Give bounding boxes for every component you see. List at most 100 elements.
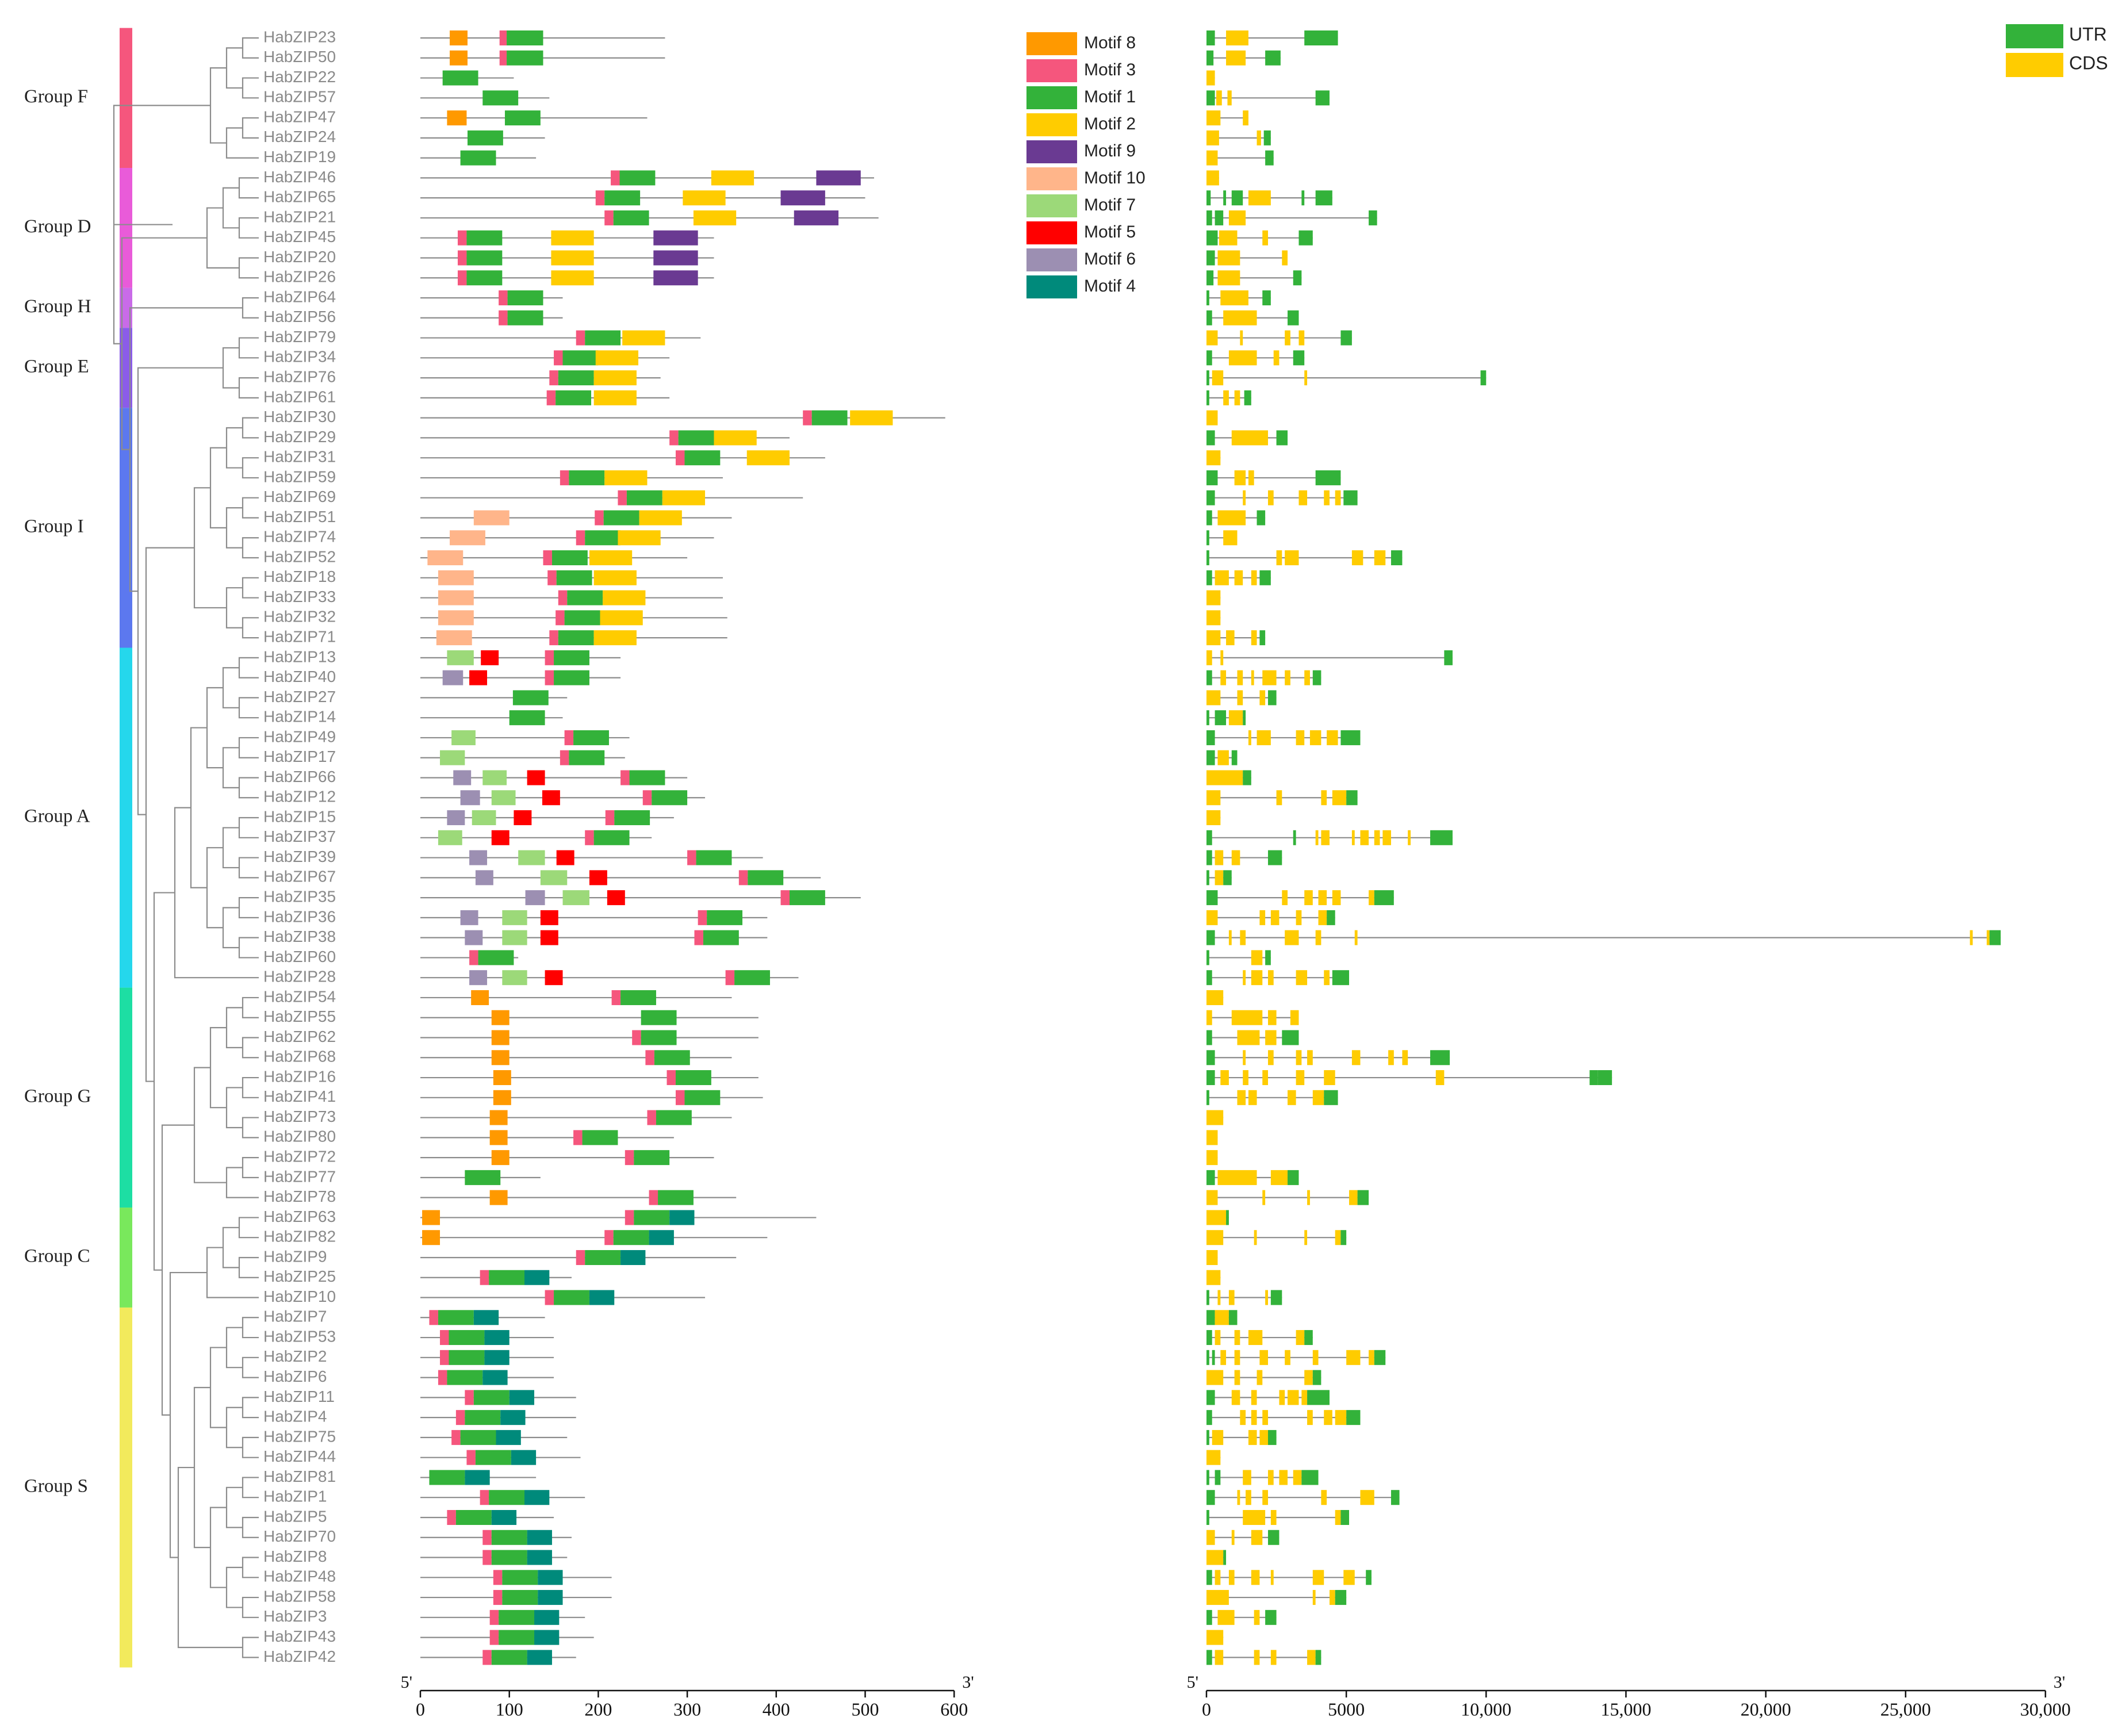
tree-branch [222, 747, 239, 788]
tree-branch [206, 207, 223, 269]
cds-block [1402, 1050, 1408, 1066]
utr-block [1206, 1470, 1209, 1485]
motif-3-box [645, 1050, 654, 1066]
utr-block [1206, 270, 1214, 286]
motif-2-box [551, 250, 594, 266]
motif-1-box [703, 930, 739, 945]
cds-block [1206, 1590, 1229, 1605]
gene-label: HabZIP14 [263, 708, 336, 726]
cds-block [1228, 350, 1257, 366]
utr-block [1206, 1070, 1215, 1086]
cds-block [1223, 390, 1229, 405]
phylogenetic-tree [113, 37, 259, 1658]
motif-1-box [460, 150, 496, 166]
cds-block [1215, 1330, 1221, 1346]
axis-end-label: 3' [2054, 1673, 2065, 1692]
utr-block [1206, 1090, 1209, 1105]
tree-branch [222, 347, 239, 389]
tree-branch [145, 547, 194, 1082]
cds-block [1270, 1509, 1277, 1525]
cds-block [1243, 1509, 1266, 1525]
cds-block [1206, 1150, 1218, 1166]
gene-label: HabZIP79 [263, 328, 336, 346]
gene-label: HabZIP23 [263, 28, 336, 45]
motif-1-box [614, 810, 650, 826]
utr-block [1340, 1230, 1347, 1246]
utr-block [1206, 90, 1215, 106]
motif-1-box [634, 1150, 670, 1166]
gene-label: HabZIP80 [263, 1128, 336, 1145]
motif-5-box [607, 890, 625, 906]
motif-3-box [545, 1290, 554, 1305]
group-label: Group A [24, 806, 90, 827]
motif-1-box [569, 750, 605, 765]
group-bar [120, 647, 132, 988]
utr-block [1327, 910, 1335, 925]
cds-block [1237, 690, 1243, 706]
utr-block [1215, 210, 1224, 225]
axis-tick-label: 100 [496, 1699, 523, 1719]
cds-block [1374, 830, 1380, 845]
motif-2-box [693, 210, 737, 225]
cds-block [1240, 930, 1246, 945]
motif-5-box [481, 650, 499, 665]
cds-block [1318, 910, 1327, 925]
utr-block [1480, 370, 1487, 386]
cds-block [1220, 1070, 1229, 1086]
motif-3-box [546, 390, 556, 405]
motif-4-box [649, 1230, 674, 1246]
motif-3-box [620, 770, 630, 785]
motif-4-box [491, 1509, 517, 1525]
utr-block [1206, 1430, 1209, 1445]
utr-block [1315, 190, 1332, 206]
gene-label: HabZIP47 [263, 108, 336, 125]
motif-4-box [620, 1250, 646, 1265]
motif-legend-swatch [1026, 59, 1077, 82]
motif-9-box [653, 250, 698, 266]
cds-block [1369, 890, 1374, 906]
utr-block [1374, 1350, 1386, 1365]
cds-block [1215, 570, 1229, 585]
motif-3-box [675, 450, 685, 466]
motif-1-box [507, 290, 543, 306]
utr-block [1989, 930, 2001, 945]
motif-5-box [514, 810, 532, 826]
cds-block [1206, 770, 1243, 785]
gene-label: HabZIP76 [263, 367, 336, 385]
utr-block [1206, 1650, 1212, 1665]
tree-branch [242, 1477, 259, 1499]
motif-legend-swatch [1026, 113, 1077, 136]
cds-block [1304, 1370, 1313, 1385]
motif-legend-label: Motif 4 [1084, 277, 1136, 296]
cds-block [1324, 970, 1330, 986]
motif-3-box [545, 670, 554, 685]
motif-1-box [460, 1430, 496, 1445]
motif-10-box [438, 570, 474, 585]
motif-2-box [551, 270, 594, 286]
gene-label: HabZIP34 [263, 348, 336, 366]
motif-1-box [556, 570, 592, 585]
cds-block [1206, 1110, 1224, 1125]
utr-block [1312, 1370, 1321, 1385]
cds-block [1212, 370, 1224, 386]
cds-block [1262, 670, 1277, 685]
utr-block [1206, 1350, 1209, 1365]
motif-1-box [593, 830, 630, 845]
motif-1-box [499, 1630, 535, 1645]
motif-axis: 5' 3' 0 100 200 300 400 500 600 [401, 1673, 974, 1719]
group-bar [120, 408, 132, 648]
utr-block [1206, 1030, 1212, 1045]
motif-3-box [482, 1550, 492, 1565]
motif-1-box [438, 1310, 474, 1325]
utr-block [1315, 1650, 1321, 1665]
tree-branch [238, 777, 259, 799]
motif-1-box [613, 1230, 649, 1246]
motif-2-box [683, 190, 726, 206]
motif-1-box [447, 1370, 483, 1385]
motif-6-box [453, 770, 472, 785]
motif-3-box [493, 1590, 503, 1605]
tree-branch [238, 217, 259, 239]
utr-block [1315, 470, 1341, 485]
cds-block [1251, 1410, 1257, 1425]
tree-branch [225, 127, 243, 159]
